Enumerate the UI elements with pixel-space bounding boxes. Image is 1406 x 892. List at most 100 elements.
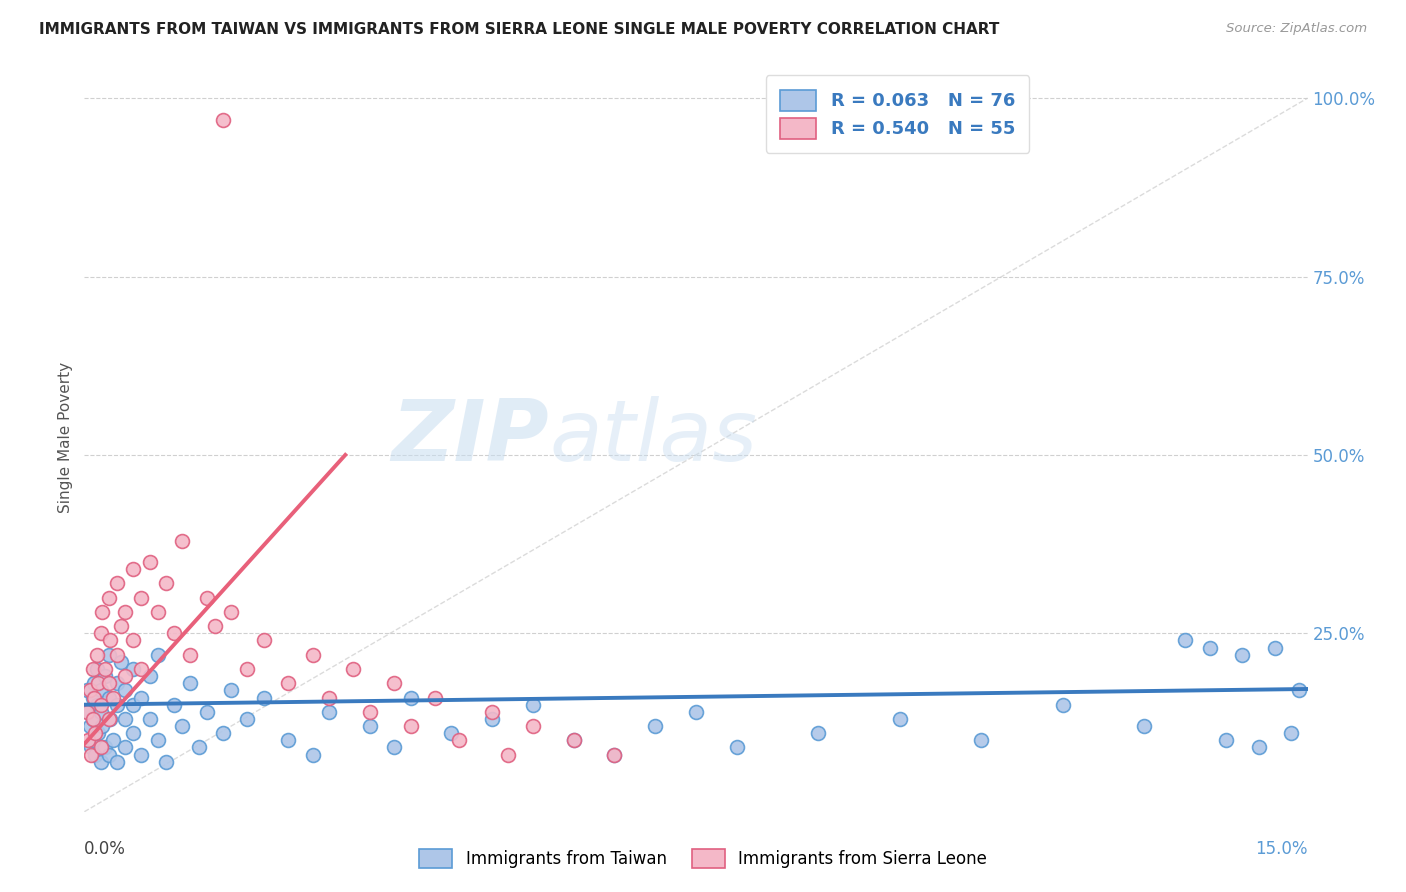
Immigrants from Sierra Leone <box>522 719 544 733</box>
Immigrants from Sierra Leone <box>87 676 110 690</box>
Immigrants from Taiwan <box>131 747 153 762</box>
Immigrants from Taiwan <box>644 719 666 733</box>
Immigrants from Taiwan <box>382 740 405 755</box>
Immigrants from Taiwan <box>146 733 169 747</box>
Immigrants from Taiwan <box>110 655 132 669</box>
Immigrants from Taiwan <box>301 747 323 762</box>
Immigrants from Taiwan <box>100 712 122 726</box>
Immigrants from Taiwan <box>725 740 748 755</box>
Immigrants from Sierra Leone <box>105 648 128 662</box>
Immigrants from Taiwan <box>77 705 100 719</box>
Immigrants from Taiwan <box>84 747 107 762</box>
Immigrants from Taiwan <box>179 676 201 690</box>
Immigrants from Taiwan <box>562 733 585 747</box>
Immigrants from Sierra Leone <box>114 605 136 619</box>
Immigrants from Taiwan <box>122 698 145 712</box>
Immigrants from Sierra Leone <box>179 648 201 662</box>
Immigrants from Sierra Leone <box>603 747 626 762</box>
Immigrants from Sierra Leone <box>82 662 104 676</box>
Immigrants from Taiwan <box>970 733 993 747</box>
Immigrants from Sierra Leone <box>110 619 132 633</box>
Immigrants from Sierra Leone <box>122 562 145 576</box>
Immigrants from Taiwan <box>1198 640 1220 655</box>
Immigrants from Taiwan <box>236 712 259 726</box>
Immigrants from Taiwan <box>146 648 169 662</box>
Immigrants from Sierra Leone <box>138 555 160 569</box>
Immigrants from Sierra Leone <box>253 633 276 648</box>
Immigrants from Sierra Leone <box>277 676 299 690</box>
Immigrants from Sierra Leone <box>79 683 101 698</box>
Immigrants from Taiwan <box>91 719 114 733</box>
Immigrants from Sierra Leone <box>342 662 364 676</box>
Immigrants from Taiwan <box>277 733 299 747</box>
Immigrants from Sierra Leone <box>90 698 112 712</box>
Immigrants from Sierra Leone <box>100 633 122 648</box>
Immigrants from Taiwan <box>93 669 115 683</box>
Immigrants from Taiwan <box>889 712 911 726</box>
Immigrants from Taiwan <box>1288 683 1310 698</box>
Immigrants from Taiwan <box>481 712 503 726</box>
Legend: R = 0.063   N = 76, R = 0.540   N = 55: R = 0.063 N = 76, R = 0.540 N = 55 <box>766 75 1029 153</box>
Immigrants from Sierra Leone <box>382 676 405 690</box>
Immigrants from Taiwan <box>603 747 626 762</box>
Immigrants from Sierra Leone <box>97 676 120 690</box>
Immigrants from Taiwan <box>105 698 128 712</box>
Immigrants from Taiwan <box>155 755 177 769</box>
Immigrants from Taiwan <box>195 705 218 719</box>
Immigrants from Taiwan <box>138 712 160 726</box>
Immigrants from Taiwan <box>807 726 830 740</box>
Immigrants from Sierra Leone <box>481 705 503 719</box>
Immigrants from Sierra Leone <box>399 719 422 733</box>
Immigrants from Taiwan <box>97 690 120 705</box>
Immigrants from Taiwan <box>105 755 128 769</box>
Immigrants from Sierra Leone <box>204 619 226 633</box>
Immigrants from Taiwan <box>1279 726 1302 740</box>
Immigrants from Sierra Leone <box>423 690 446 705</box>
Immigrants from Taiwan <box>90 755 112 769</box>
Immigrants from Sierra Leone <box>359 705 381 719</box>
Immigrants from Taiwan <box>1247 740 1270 755</box>
Immigrants from Taiwan <box>97 747 120 762</box>
Immigrants from Taiwan <box>399 690 422 705</box>
Immigrants from Sierra Leone <box>122 633 145 648</box>
Immigrants from Sierra Leone <box>219 605 242 619</box>
Immigrants from Sierra Leone <box>105 576 128 591</box>
Immigrants from Sierra Leone <box>155 576 177 591</box>
Immigrants from Taiwan <box>685 705 707 719</box>
Immigrants from Sierra Leone <box>498 747 520 762</box>
Immigrants from Taiwan <box>1215 733 1237 747</box>
Immigrants from Sierra Leone <box>101 690 124 705</box>
Immigrants from Taiwan <box>253 690 276 705</box>
Immigrants from Taiwan <box>1232 648 1254 662</box>
Text: Source: ZipAtlas.com: Source: ZipAtlas.com <box>1226 22 1367 36</box>
Immigrants from Sierra Leone <box>76 705 98 719</box>
Immigrants from Taiwan <box>122 726 145 740</box>
Immigrants from Sierra Leone <box>146 605 169 619</box>
Immigrants from Sierra Leone <box>318 690 340 705</box>
Legend: Immigrants from Taiwan, Immigrants from Sierra Leone: Immigrants from Taiwan, Immigrants from … <box>412 842 994 875</box>
Immigrants from Taiwan <box>163 698 186 712</box>
Immigrants from Taiwan <box>114 712 136 726</box>
Immigrants from Taiwan <box>1264 640 1286 655</box>
Immigrants from Sierra Leone <box>562 733 585 747</box>
Immigrants from Taiwan <box>87 726 110 740</box>
Immigrants from Taiwan <box>1133 719 1156 733</box>
Immigrants from Sierra Leone <box>90 626 112 640</box>
Immigrants from Sierra Leone <box>449 733 471 747</box>
Immigrants from Taiwan <box>82 690 104 705</box>
Immigrants from Taiwan <box>187 740 209 755</box>
Immigrants from Taiwan <box>76 683 98 698</box>
Immigrants from Taiwan <box>138 669 160 683</box>
Immigrants from Sierra Leone <box>131 662 153 676</box>
Immigrants from Taiwan <box>97 648 120 662</box>
Immigrants from Taiwan <box>82 712 104 726</box>
Immigrants from Taiwan <box>114 740 136 755</box>
Immigrants from Taiwan <box>359 719 381 733</box>
Immigrants from Taiwan <box>86 698 108 712</box>
Immigrants from Sierra Leone <box>86 648 108 662</box>
Immigrants from Sierra Leone <box>131 591 153 605</box>
Immigrants from Sierra Leone <box>172 533 194 548</box>
Immigrants from Taiwan <box>83 676 105 690</box>
Immigrants from Taiwan <box>79 719 101 733</box>
Immigrants from Sierra Leone <box>93 662 115 676</box>
